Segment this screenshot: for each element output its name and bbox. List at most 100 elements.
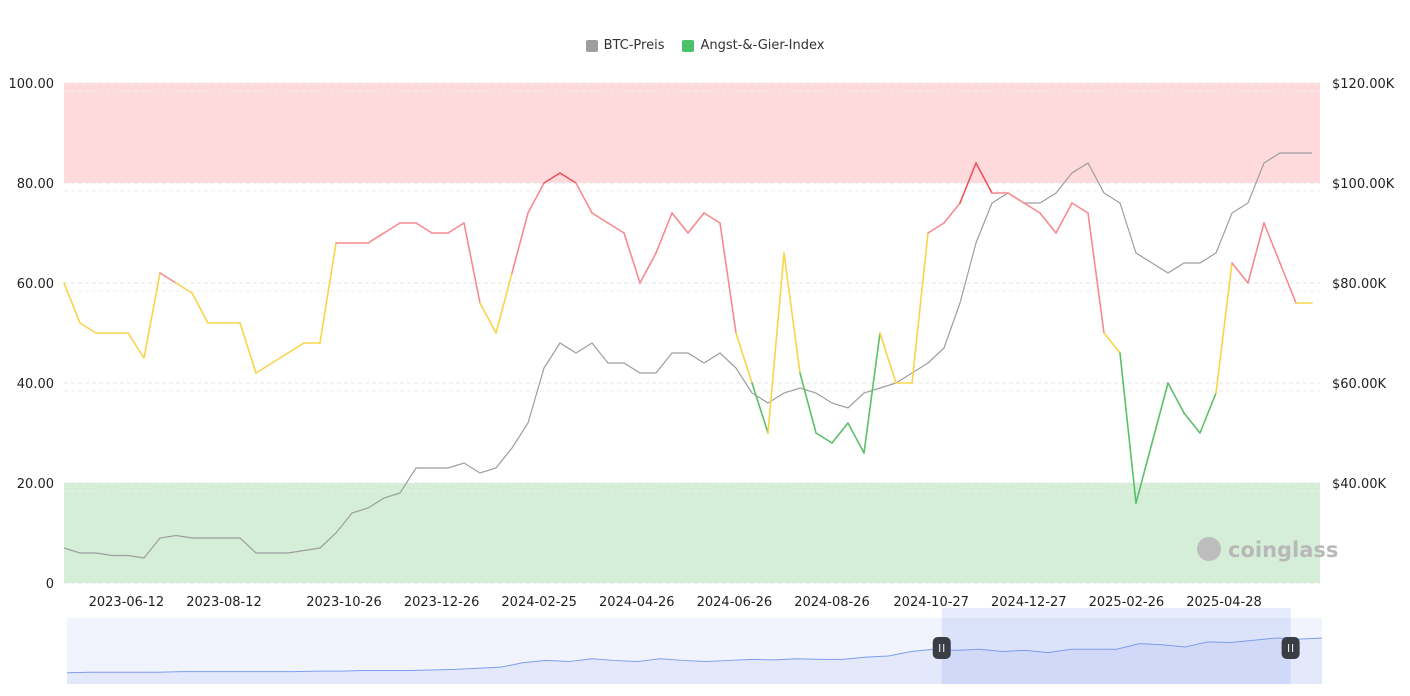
zone-band (64, 483, 1320, 583)
navigator-selection[interactable] (941, 608, 1291, 684)
fear-greed-segment (863, 332, 881, 454)
fear-greed-segment (783, 252, 801, 374)
legend-item-fear-greed-index[interactable]: Angst-&-Gier-Index (682, 38, 824, 53)
x-tick-label: 2024-06-26 (697, 595, 773, 610)
x-tick-label: 2025-04-28 (1186, 595, 1262, 610)
x-tick-label: 2024-12-27 (991, 595, 1067, 610)
fear-greed-segment (1199, 392, 1217, 434)
fear-greed-segment (751, 382, 769, 434)
navigator-line (66, 637, 1323, 674)
fear-greed-segment (927, 222, 945, 234)
fear-greed-segment (1183, 412, 1201, 434)
x-tick-label: 2024-10-27 (893, 595, 969, 610)
fear-greed-segment (159, 272, 177, 284)
btc-price-line (63, 152, 1312, 559)
fear-greed-segment (175, 282, 193, 294)
fear-greed-segment (447, 222, 465, 234)
legend-swatch-btc-price (585, 39, 598, 52)
fear-greed-segment (479, 302, 497, 334)
fear-greed-segment (655, 212, 673, 254)
fear-greed-segment (367, 232, 385, 244)
fear-greed-segment (1119, 352, 1137, 504)
y-tick-label: 40.00 (17, 377, 54, 392)
fear-greed-segment (1279, 262, 1297, 304)
fear-greed-segment (1167, 382, 1185, 414)
fear-greed-segment (1231, 262, 1249, 284)
handle-grip-icon (932, 637, 951, 659)
fear-greed-segment (831, 422, 849, 444)
fear-greed-segment (943, 202, 961, 224)
y-tick-label: 20.00 (17, 477, 54, 492)
y2-tick-label: $60.00K (1332, 377, 1386, 392)
x-tick-label: 2023-10-26 (306, 595, 382, 610)
fear-greed-segment (495, 272, 513, 334)
fear-greed-segment (1055, 202, 1073, 234)
x-tick-label: 2023-12-26 (404, 595, 480, 610)
legend-label: BTC-Preis (603, 38, 665, 53)
x-tick-label: 2024-04-26 (599, 595, 675, 610)
y2-tick-label: $120.00K (1332, 77, 1395, 92)
fear-greed-segment (543, 172, 561, 184)
y-tick-label: 0 (46, 577, 54, 592)
fear-greed-segment (1151, 382, 1169, 444)
fear-greed-segment (1215, 262, 1233, 394)
fear-greed-segment (527, 182, 545, 214)
fear-greed-segment (463, 222, 481, 304)
fear-greed-segment (559, 172, 577, 184)
fear-greed-segment (127, 332, 145, 359)
fear-greed-segment (799, 372, 817, 434)
fear-greed-segment (607, 222, 625, 234)
fear-greed-segment (287, 342, 305, 354)
fear-greed-segment (735, 332, 753, 384)
x-tick-label: 2024-02-25 (501, 595, 577, 610)
fear-greed-segment (511, 212, 529, 274)
navigator-handle-right[interactable] (1281, 637, 1300, 659)
fear-greed-segment (1263, 222, 1281, 264)
fear-greed-segment (687, 212, 705, 234)
navigator-handle-left[interactable] (932, 637, 951, 659)
x-tick-label: 2024-08-26 (794, 595, 870, 610)
fear-greed-segment (1023, 202, 1041, 214)
fear-greed-segment (671, 212, 689, 234)
fear-greed-segment (575, 182, 593, 214)
fear-greed-segment (959, 162, 977, 204)
fear-greed-segment (1135, 442, 1153, 504)
fear-greed-segment (847, 422, 865, 454)
fear-greed-segment (383, 222, 401, 234)
fear-greed-segment (271, 352, 289, 364)
fear-greed-segment (719, 222, 737, 334)
fear-greed-segment (1247, 222, 1265, 284)
fear-greed-segment (911, 232, 929, 384)
fear-greed-segment (975, 162, 993, 194)
y2-tick-label: $40.00K (1332, 477, 1386, 492)
x-tick-label: 2023-08-12 (186, 595, 262, 610)
legend: BTC-Preis Angst-&-Gier-Index (0, 38, 1410, 53)
y-tick-label: 60.00 (17, 277, 54, 292)
coinglass-logo-icon (1197, 537, 1221, 561)
legend-item-btc-price[interactable]: BTC-Preis (585, 38, 665, 53)
y2-tick-label: $80.00K (1332, 277, 1386, 292)
fear-greed-segment (319, 242, 337, 344)
x-tick-label: 2025-02-26 (1089, 595, 1165, 610)
y-tick-label: 80.00 (17, 177, 54, 192)
fear-greed-segment (1103, 332, 1121, 354)
fear-greed-segment (703, 212, 721, 224)
fear-greed-segment (143, 272, 161, 359)
fear-greed-segment (767, 252, 785, 434)
fear-greed-segment (639, 252, 657, 284)
fear-greed-segment (591, 212, 609, 224)
fear-greed-segment (815, 432, 833, 444)
fear-greed-segment (879, 332, 897, 384)
fear-greed-segment (1007, 192, 1025, 204)
fear-greed-segment (1039, 212, 1057, 234)
fear-greed-segment (239, 322, 257, 374)
coinglass-watermark: coinglass (1197, 537, 1338, 562)
legend-label: Angst-&-Gier-Index (700, 38, 825, 53)
zone-band (64, 83, 1320, 183)
handle-grip-icon (1281, 637, 1300, 659)
fear-greed-segment (63, 282, 81, 324)
fear-greed-segment (415, 222, 433, 234)
y2-tick-label: $100.00K (1332, 177, 1395, 192)
fear-greed-segment (623, 232, 641, 284)
